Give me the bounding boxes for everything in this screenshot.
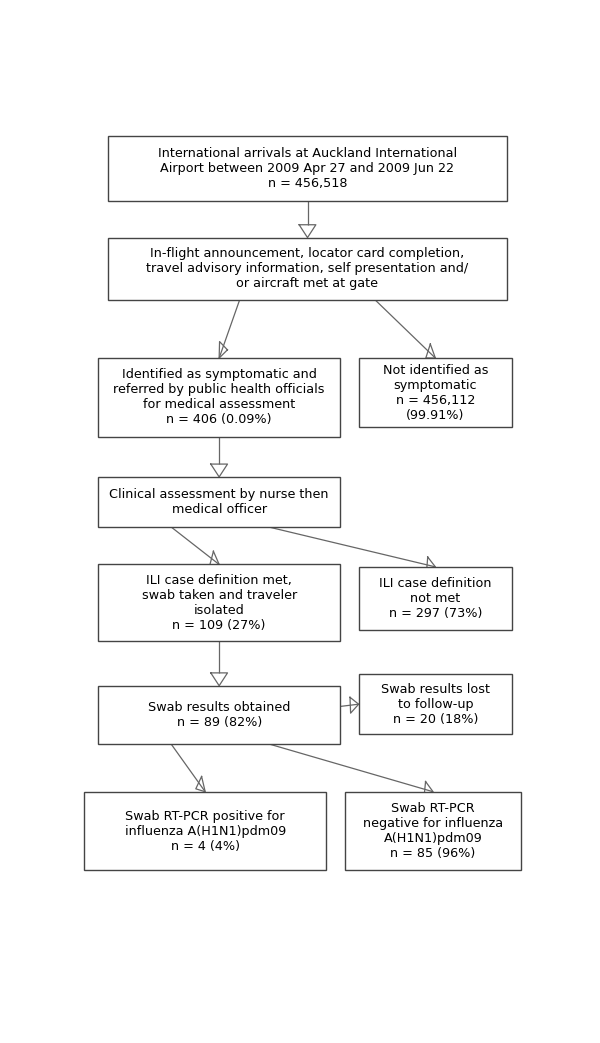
FancyBboxPatch shape <box>107 136 508 201</box>
FancyBboxPatch shape <box>98 564 340 640</box>
FancyBboxPatch shape <box>98 358 340 437</box>
Text: International arrivals at Auckland International
Airport between 2009 Apr 27 and: International arrivals at Auckland Inter… <box>158 147 457 190</box>
Text: Swab RT-PCR positive for
influenza A(H1N1)pdm09
n = 4 (4%): Swab RT-PCR positive for influenza A(H1N… <box>125 809 286 852</box>
Text: ILI case definition
not met
n = 297 (73%): ILI case definition not met n = 297 (73%… <box>379 577 491 620</box>
FancyBboxPatch shape <box>359 675 512 734</box>
Text: Swab results lost
to follow-up
n = 20 (18%): Swab results lost to follow-up n = 20 (1… <box>381 683 490 726</box>
Text: In-flight announcement, locator card completion,
travel advisory information, se: In-flight announcement, locator card com… <box>146 247 469 290</box>
FancyBboxPatch shape <box>98 685 340 744</box>
FancyBboxPatch shape <box>359 358 512 428</box>
Text: Not identified as
symptomatic
n = 456,112
(99.91%): Not identified as symptomatic n = 456,11… <box>383 364 488 421</box>
FancyBboxPatch shape <box>344 792 521 871</box>
Text: Swab results obtained
n = 89 (82%): Swab results obtained n = 89 (82%) <box>148 701 290 729</box>
Text: Identified as symptomatic and
referred by public health officials
for medical as: Identified as symptomatic and referred b… <box>113 368 325 427</box>
FancyBboxPatch shape <box>359 567 512 630</box>
Text: Swab RT-PCR
negative for influenza
A(H1N1)pdm09
n = 85 (96%): Swab RT-PCR negative for influenza A(H1N… <box>363 802 503 860</box>
FancyBboxPatch shape <box>98 477 340 527</box>
Text: Clinical assessment by nurse then
medical officer: Clinical assessment by nurse then medica… <box>109 488 329 516</box>
FancyBboxPatch shape <box>107 238 508 300</box>
Text: ILI case definition met,
swab taken and traveler
isolated
n = 109 (27%): ILI case definition met, swab taken and … <box>142 574 297 632</box>
FancyBboxPatch shape <box>84 792 326 871</box>
